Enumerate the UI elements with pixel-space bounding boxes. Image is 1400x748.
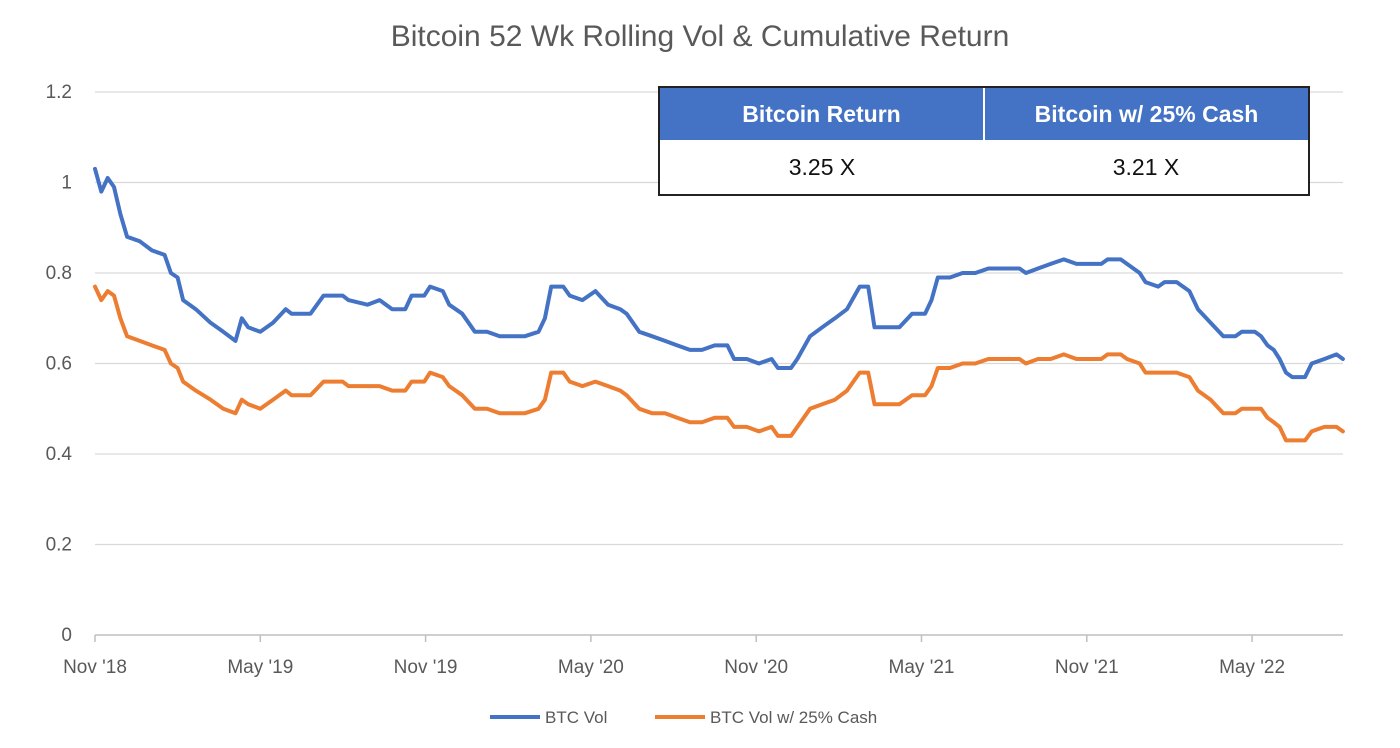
header-bitcoin-return: Bitcoin Return bbox=[742, 100, 901, 127]
x-tick-label: May '19 bbox=[227, 657, 293, 678]
y-tick-label: 0.6 bbox=[46, 354, 72, 375]
table-row: 3.25 X 3.21 X bbox=[660, 140, 1308, 194]
return-summary-table: Bitcoin Return Bitcoin w/ 25% Cash 3.25 … bbox=[658, 86, 1310, 196]
y-tick-label: 0.4 bbox=[46, 444, 73, 465]
series-lines bbox=[93, 166, 1345, 443]
tick-labels: 0 0.2 0.4 0.6 0.8 1 1.2 Nov '18 May '19 Nov '19 Ma… bbox=[46, 82, 1285, 678]
value-bitcoin-cash: 3.21 X bbox=[1112, 153, 1180, 180]
legend-label: BTC Vol w/ 25% Cash bbox=[710, 708, 877, 727]
x-tick-label: Nov '20 bbox=[724, 657, 788, 678]
legend-label: BTC Vol bbox=[545, 708, 607, 727]
value-bitcoin-return: 3.25 X bbox=[788, 153, 856, 180]
header-bitcoin-cash: Bitcoin w/ 25% Cash bbox=[983, 88, 1308, 140]
series-line-btc-vol bbox=[93, 166, 1345, 380]
x-tick-label: May '22 bbox=[1219, 657, 1285, 678]
x-axis bbox=[94, 634, 1343, 642]
y-tick-label: 1.2 bbox=[46, 82, 72, 103]
y-tick-label: 0.8 bbox=[46, 263, 72, 284]
x-tick-label: Nov '18 bbox=[63, 657, 127, 678]
y-tick-label: 1 bbox=[61, 173, 72, 194]
y-tick-label: 0 bbox=[61, 625, 72, 646]
y-tick-label: 0.2 bbox=[46, 535, 72, 556]
legend: BTC Vol BTC Vol w/ 25% Cash bbox=[490, 708, 877, 727]
x-tick-label: May '20 bbox=[558, 657, 624, 678]
series-line-btc-vol-cash bbox=[93, 284, 1345, 443]
x-tick-label: Nov '21 bbox=[1055, 657, 1119, 678]
x-tick-label: May '21 bbox=[889, 657, 955, 678]
x-tick-label: Nov '19 bbox=[394, 657, 458, 678]
chart-title: Bitcoin 52 Wk Rolling Vol & Cumulative R… bbox=[390, 20, 1010, 53]
table-header-row: Bitcoin Return Bitcoin w/ 25% Cash bbox=[660, 88, 1308, 140]
